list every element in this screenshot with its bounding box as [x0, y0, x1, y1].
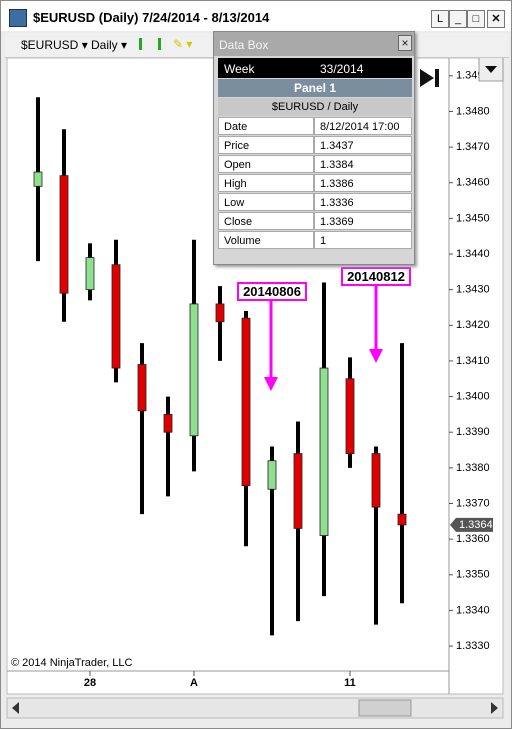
window-title: $EURUSD (Daily) 7/24/2014 - 8/13/2014	[33, 10, 270, 25]
y-tick-label: 1.3470	[456, 141, 490, 153]
candle-body	[111, 264, 121, 369]
instrument-header: $EURUSD / Daily	[218, 98, 412, 116]
annotation-arrowhead	[369, 349, 383, 363]
minimize-button[interactable]: _	[449, 10, 467, 28]
maximize-button[interactable]: □	[467, 10, 485, 28]
data-box-value: 1.3336	[314, 193, 412, 211]
candle-body	[241, 317, 251, 487]
annotation-arrowhead	[264, 377, 278, 391]
bar-type-icon[interactable]	[139, 38, 161, 50]
y-tick-label: 1.3390	[456, 426, 490, 438]
y-tick-label: 1.3430	[456, 284, 490, 296]
data-box-label: Date	[218, 117, 314, 135]
close-button[interactable]: ✕	[487, 10, 505, 28]
x-tick-label: 28	[84, 677, 96, 689]
dropdown-arrow	[485, 66, 497, 73]
data-box-label: Price	[218, 136, 314, 154]
y-tick-label: 1.3410	[456, 355, 490, 367]
y-tick-label: 1.3440	[456, 248, 490, 260]
data-box-value: 1.3386	[314, 174, 412, 192]
data-box: Data Box × Week 33/2014 Panel 1 $EURUSD …	[213, 31, 415, 265]
period-menu[interactable]: Daily ▾	[91, 38, 128, 52]
data-box-value: 1.3437	[314, 136, 412, 154]
candle-body	[371, 453, 381, 508]
candle-body	[319, 367, 329, 536]
y-tick-label: 1.3360	[456, 533, 490, 545]
layout-button[interactable]: L	[431, 10, 449, 28]
jump-end-bar	[435, 69, 439, 87]
scroll-right[interactable]	[491, 702, 498, 714]
y-tick-label: 1.3420	[456, 319, 490, 331]
instrument-menu[interactable]: $EURUSD ▾	[21, 38, 88, 52]
data-box-label: Low	[218, 193, 314, 211]
candle-body	[189, 303, 199, 437]
title-bar: $EURUSD (Daily) 7/24/2014 - 8/13/2014 L …	[1, 1, 511, 31]
candle-body	[397, 513, 407, 526]
copyright: © 2014 NinjaTrader, LLC	[11, 657, 132, 669]
data-box-label: Volume	[218, 231, 314, 249]
scroll-left[interactable]	[12, 702, 19, 714]
data-box-value: 8/12/2014 17:00	[314, 117, 412, 135]
y-tick-label: 1.3400	[456, 390, 490, 402]
y-tick-label: 1.3340	[456, 604, 490, 616]
data-box-value: 1.3384	[314, 155, 412, 173]
scrollbar[interactable]	[6, 697, 504, 719]
y-tick-label: 1.3350	[456, 569, 490, 581]
last-price-marker	[450, 517, 493, 532]
y-tick-label: 1.3460	[456, 177, 490, 189]
panel-header: Panel 1	[218, 79, 412, 97]
data-box-titlebar: Data Box ×	[214, 32, 414, 56]
y-tick-label: 1.3480	[456, 105, 490, 117]
app-icon	[9, 9, 27, 27]
data-box-title: Data Box	[219, 38, 269, 52]
jump-end-button[interactable]	[420, 69, 434, 87]
x-tick-label: 11	[344, 677, 356, 689]
annotation-label: 20140806	[237, 282, 307, 301]
x-tick-label: A	[190, 677, 198, 689]
y-tick-label: 1.3450	[456, 212, 490, 224]
scroll-thumb[interactable]	[358, 699, 412, 717]
candle-body	[293, 453, 303, 529]
candle-body	[267, 460, 277, 490]
period: Daily	[91, 38, 118, 52]
y-tick-label: 1.3330	[456, 640, 490, 652]
candle-body	[345, 378, 355, 454]
data-box-close[interactable]: ×	[398, 35, 412, 51]
candle-body	[215, 303, 225, 323]
data-box-value: 1.3369	[314, 212, 412, 230]
y-tick-label: 1.3380	[456, 462, 490, 474]
annotation-label: 20140812	[341, 267, 411, 286]
candle-body	[137, 364, 147, 412]
week-value: 33/2014	[320, 62, 364, 76]
data-box-label: Open	[218, 155, 314, 173]
candle-body	[163, 413, 173, 433]
last-price-label: 1.3364	[459, 519, 493, 531]
data-box-value: 1	[314, 231, 412, 249]
candle-body	[85, 257, 95, 291]
y-tick-label: 1.3370	[456, 497, 490, 509]
week-label: Week	[224, 62, 255, 76]
data-box-label: Close	[218, 212, 314, 230]
data-box-label: High	[218, 174, 314, 192]
drawing-tool-icon[interactable]: ✎ ▾	[173, 37, 193, 51]
candle-body	[33, 171, 43, 187]
candle-body	[59, 175, 69, 294]
instrument: $EURUSD	[21, 38, 79, 52]
week-row: Week 33/2014	[218, 58, 412, 78]
